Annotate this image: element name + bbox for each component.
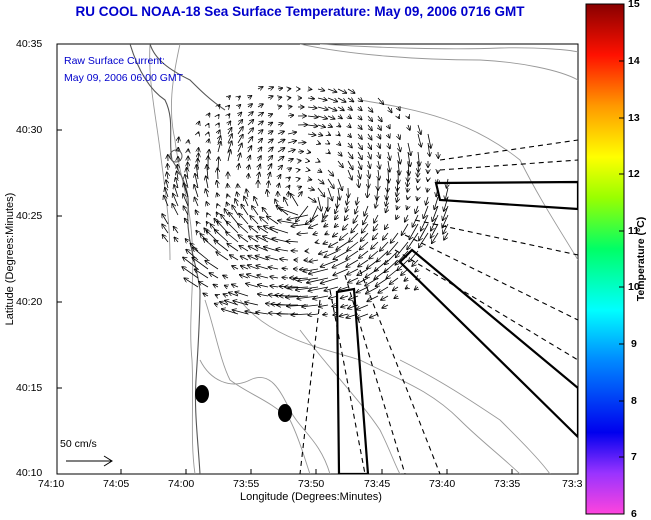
current-vector xyxy=(298,152,303,153)
plot-frame xyxy=(57,44,578,474)
x-tick: 73:3 xyxy=(562,478,582,490)
current-vector xyxy=(208,132,209,134)
colorbar-label: Temperature (°C) xyxy=(635,204,647,314)
annotation-line-1: Raw Surface Current: xyxy=(64,55,165,67)
colorbar-tick: 12 xyxy=(628,168,640,180)
colorbar-tick: 7 xyxy=(631,451,637,463)
colorbar-tick: 8 xyxy=(631,395,637,407)
x-tick: 73:40 xyxy=(429,478,455,490)
current-vector xyxy=(288,107,292,108)
y-tick: 40:25 xyxy=(16,210,42,222)
radar-site-1 xyxy=(195,385,209,403)
x-tick: 74:00 xyxy=(168,478,194,490)
x-tick: 73:50 xyxy=(298,478,324,490)
colorbar-tick: 13 xyxy=(628,112,640,124)
x-tick: 73:55 xyxy=(233,478,259,490)
x-tick: 73:45 xyxy=(364,478,390,490)
colorbar-tick: 15 xyxy=(628,0,640,10)
colorbar-tick: 14 xyxy=(628,55,640,67)
current-vector xyxy=(208,124,209,125)
page-title: RU COOL NOAA-18 Sea Surface Temperature:… xyxy=(0,4,600,19)
current-vector xyxy=(178,165,179,170)
current-vector xyxy=(368,179,369,188)
current-vector xyxy=(298,179,300,180)
colorbar-tick: 6 xyxy=(631,508,637,520)
annotation-line-2: May 09, 2006 06:00 GMT xyxy=(64,72,183,84)
x-axis-label: Longitude (Degrees:Minutes) xyxy=(240,491,382,503)
colorbar-tick: 9 xyxy=(631,338,637,350)
y-tick: 40:35 xyxy=(16,38,42,50)
x-tick: 73:35 xyxy=(494,478,520,490)
x-tick: 74:05 xyxy=(103,478,129,490)
scale-label: 50 cm/s xyxy=(60,438,97,450)
y-axis-label: Latitude (Degrees:Minutes) xyxy=(4,184,16,334)
x-tick: 74:10 xyxy=(38,478,64,490)
current-vector xyxy=(188,140,189,143)
y-tick: 40:15 xyxy=(16,382,42,394)
current-vector xyxy=(298,143,306,144)
y-tick: 40:30 xyxy=(16,124,42,136)
radar-site-2 xyxy=(278,404,292,422)
y-tick: 40:20 xyxy=(16,296,42,308)
colorbar xyxy=(586,4,624,514)
